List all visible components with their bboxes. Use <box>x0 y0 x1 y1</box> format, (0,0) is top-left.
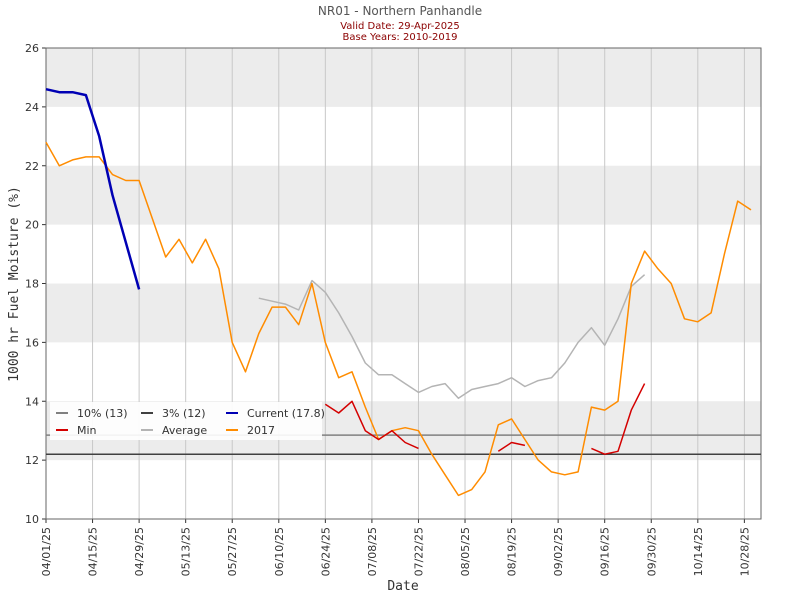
series-line <box>324 383 646 455</box>
plot-frame <box>45 47 762 520</box>
legend-label: Average <box>162 424 207 437</box>
x-tick-label: 04/01/25 <box>40 527 53 576</box>
x-tick-label: 09/16/25 <box>599 527 612 576</box>
y-tick-label: 24 <box>25 101 39 114</box>
y-axis-label: 1000 hr Fuel Moisture (%) <box>7 186 22 382</box>
y-tick-label: 16 <box>25 336 39 349</box>
y-tick-label: 10 <box>25 513 39 526</box>
x-tick-label: 04/29/25 <box>133 527 146 576</box>
series-line <box>258 274 646 400</box>
x-tick-label: 09/30/25 <box>645 527 658 576</box>
y-tick-label: 18 <box>25 278 39 291</box>
grid-band <box>46 165 761 225</box>
legend-box <box>50 402 322 440</box>
subtitle: Base Years: 2010-2019 <box>343 32 458 43</box>
series-line <box>45 141 752 497</box>
y-tick-label: 22 <box>25 160 39 173</box>
legend-label: 3% (12) <box>162 407 206 420</box>
y-tick-label: 26 <box>25 42 39 55</box>
legend-label: 2017 <box>247 424 275 437</box>
grid-band <box>46 283 761 343</box>
x-tick-label: 07/22/25 <box>412 527 425 576</box>
x-axis-label: Date <box>387 579 418 594</box>
legend-label: 10% (13) <box>77 407 128 420</box>
legend: 10% (13) 3% (12) Current (17.8) Min Average 2… <box>50 402 325 440</box>
subtitle: Valid Date: 29-Apr-2025 <box>340 21 460 32</box>
x-tick-label: 09/02/25 <box>552 527 565 576</box>
legend-label: Current (17.8) <box>247 407 325 420</box>
x-tick-label: 04/15/25 <box>87 527 100 576</box>
x-tick-label: 06/24/25 <box>319 527 332 576</box>
x-tick-label: 08/19/25 <box>506 527 519 576</box>
chart-title: NR01 - Northern Panhandle <box>318 4 482 18</box>
x-tick-label: 10/28/25 <box>738 527 751 576</box>
x-tick-label: 06/10/25 <box>273 527 286 576</box>
x-tick-label: 07/08/25 <box>366 527 379 576</box>
x-tick-label: 10/14/25 <box>692 527 705 576</box>
y-tick-label: 14 <box>25 395 39 408</box>
x-tick-label: 05/27/25 <box>226 527 239 576</box>
y-tick-label: 20 <box>25 219 39 232</box>
x-tick-label: 08/05/25 <box>459 527 472 576</box>
grid-band <box>46 48 761 107</box>
legend-label: Min <box>77 424 97 437</box>
x-tick-label: 05/13/25 <box>180 527 193 576</box>
y-tick-label: 12 <box>25 454 39 467</box>
series-line <box>45 87 141 290</box>
